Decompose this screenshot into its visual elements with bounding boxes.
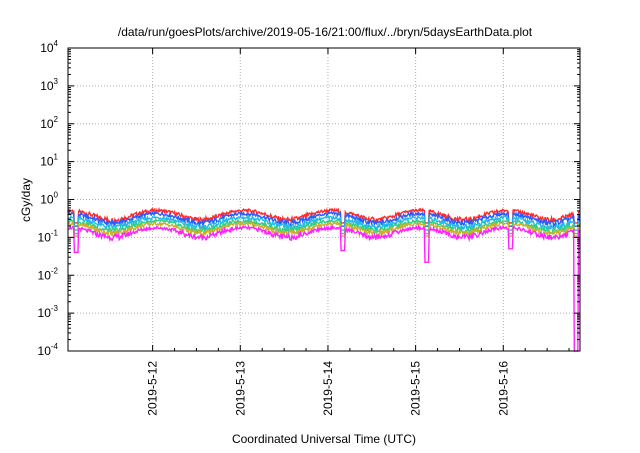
- series-line: [67, 206, 581, 225]
- y-tick-label: 103: [40, 77, 58, 93]
- y-axis-label: cGy/day: [19, 178, 33, 222]
- y-tick-label: 10-1: [38, 228, 59, 244]
- series-line: [67, 210, 581, 229]
- y-tick-label: 101: [40, 153, 58, 169]
- y-tick-label: 104: [40, 39, 58, 55]
- x-axis: 2019-5-12 2019-5-13 2019-5-14 2019-5-15 2019…: [146, 48, 570, 416]
- series-group: [67, 206, 581, 352]
- series-line: [67, 223, 581, 352]
- y-tick-label: 10-2: [38, 266, 59, 282]
- grid: [68, 48, 580, 351]
- x-tick-label: 2019-5-15: [409, 361, 423, 416]
- y-tick-label: 100: [40, 191, 58, 207]
- y-tick-label: 10-3: [38, 304, 59, 320]
- x-tick-label: 2019-5-13: [233, 361, 247, 416]
- x-tick-label: 2019-5-14: [321, 361, 335, 416]
- x-tick-label: 2019-5-16: [496, 361, 510, 416]
- series-line: [67, 213, 581, 233]
- x-axis-label: Coordinated Universal Time (UTC): [232, 432, 416, 446]
- x-tick-label: 2019-5-12: [146, 361, 160, 416]
- chart-title: /data/run/goesPlots/archive/2019-05-16/2…: [118, 25, 533, 39]
- y-tick-label: 102: [40, 115, 58, 131]
- y-tick-label: 10-4: [38, 342, 59, 358]
- series-line: [67, 220, 581, 239]
- y-axis: 10-4 10-3 10-2 10-1 100 101 102 103 104: [38, 39, 580, 358]
